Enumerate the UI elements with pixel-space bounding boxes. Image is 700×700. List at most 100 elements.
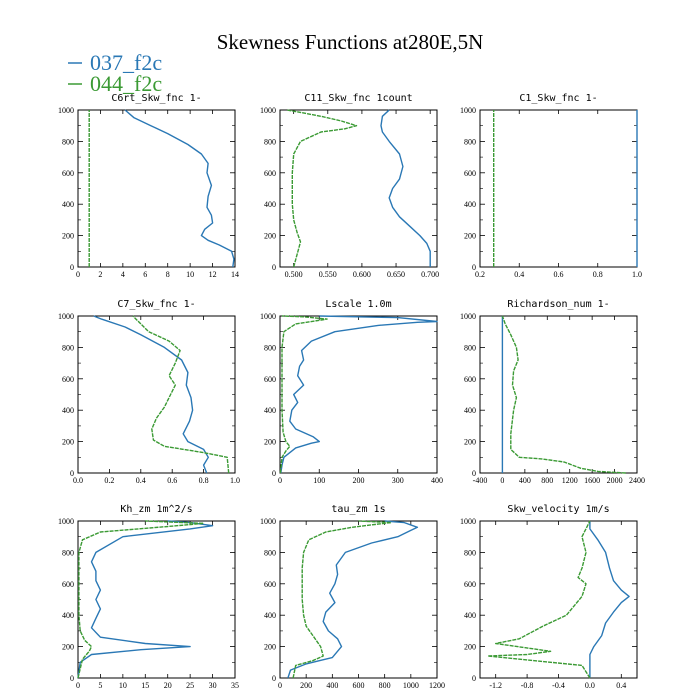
y-tick-label: 800 (62, 343, 74, 352)
y-tick-label: 0 (472, 674, 476, 683)
x-tick-label: 0.4 (616, 681, 626, 690)
series-line-037_f2c (77, 520, 214, 679)
y-tick-label: 600 (264, 169, 276, 178)
plot-frame (479, 520, 638, 679)
y-tick-label: 200 (62, 438, 74, 447)
y-tick-label: 800 (264, 343, 276, 352)
x-tick-label: 0.550 (319, 270, 337, 279)
x-tick-label: 0 (500, 476, 504, 485)
x-tick-label: 0.8 (199, 476, 209, 485)
x-tick-label: 0 (278, 476, 282, 485)
x-tick-label: 0 (278, 681, 282, 690)
series-line-044_f2c (501, 315, 626, 474)
y-tick-label: 400 (464, 406, 476, 415)
y-tick-label: 1000 (58, 312, 74, 321)
x-tick-label: 5 (98, 681, 102, 690)
x-tick-label: 0.0 (585, 681, 595, 690)
panel-title: Richardson_num 1- (507, 299, 609, 310)
x-tick-label: 35 (231, 681, 239, 690)
y-tick-label: 600 (62, 375, 74, 384)
x-tick-label: 2400 (629, 476, 645, 485)
y-tick-label: 600 (464, 375, 476, 384)
x-tick-label: 0.8 (593, 270, 603, 279)
panel-title: C6rt_Skw_fnc 1- (111, 93, 201, 104)
plot-frame (77, 109, 236, 268)
y-tick-label: 400 (62, 611, 74, 620)
y-tick-label: 400 (264, 200, 276, 209)
y-tick-label: 0 (272, 263, 276, 272)
panel-title: Skw_velocity 1m/s (507, 504, 609, 515)
x-tick-label: 2000 (607, 476, 623, 485)
y-tick-label: 200 (464, 438, 476, 447)
plot-frame (279, 109, 438, 268)
x-tick-label: 1.0 (230, 476, 240, 485)
figure-title: Skewness Functions at280E,5N (217, 30, 484, 54)
y-tick-label: 0 (70, 674, 74, 683)
y-tick-label: 1000 (58, 517, 74, 526)
series-line-037_f2c (280, 315, 438, 474)
x-tick-label: 800 (541, 476, 553, 485)
x-tick-label: 0.700 (421, 270, 439, 279)
x-tick-label: 0.4 (514, 270, 524, 279)
y-tick-label: 200 (62, 643, 74, 652)
y-tick-label: 600 (464, 169, 476, 178)
x-tick-label: -0.8 (521, 681, 534, 690)
y-tick-label: 1000 (460, 312, 476, 321)
y-tick-label: 200 (264, 232, 276, 241)
panel-7: Kh_zm 1m^2/s 0 5 10 15 20 25 30 35 0 200 400 600 800 1… (58, 504, 239, 690)
x-tick-label: 12 (209, 270, 217, 279)
y-tick-label: 800 (62, 548, 74, 557)
y-tick-label: 0 (272, 469, 276, 478)
panel-8: tau_zm 1s 0 200 400 600 800 1000 1200 0 200 400 600… (260, 504, 445, 690)
y-tick-label: 800 (62, 137, 74, 146)
y-tick-label: 800 (264, 137, 276, 146)
series-line-044_f2c (132, 315, 230, 474)
panel-6: Richardson_num 1--400 0 400 800 1200 1600 2000… (460, 299, 645, 485)
y-tick-label: 600 (264, 375, 276, 384)
x-tick-label: 600 (353, 681, 365, 690)
x-tick-label: 300 (392, 476, 404, 485)
x-tick-label: 25 (186, 681, 194, 690)
y-tick-label: 600 (264, 580, 276, 589)
y-tick-label: 1000 (260, 312, 276, 321)
series-line-037_f2c (589, 521, 630, 678)
series-line-044_f2c (77, 520, 205, 679)
y-tick-label: 1000 (460, 106, 476, 115)
plot-frame (77, 315, 236, 474)
y-tick-label: 600 (62, 169, 74, 178)
x-tick-label: 1000 (403, 681, 419, 690)
y-tick-label: 400 (62, 200, 74, 209)
x-tick-label: 200 (300, 681, 312, 690)
x-tick-label: 6 (143, 270, 147, 279)
y-tick-label: 0 (472, 469, 476, 478)
panel-title: Lscale 1.0m (325, 299, 391, 310)
panel-5: Lscale 1.0m 0 100 200 300 400 0 200 400 600 800 100… (260, 299, 443, 485)
x-tick-label: 1200 (429, 681, 445, 690)
x-tick-label: 20 (164, 681, 172, 690)
x-tick-label: 10 (186, 270, 194, 279)
y-tick-label: 0 (272, 674, 276, 683)
x-tick-label: 30 (209, 681, 217, 690)
x-tick-label: 0.6 (167, 476, 177, 485)
plot-frame (479, 109, 638, 268)
series-line-037_f2c (287, 520, 419, 679)
y-tick-label: 600 (62, 580, 74, 589)
y-tick-label: 400 (264, 406, 276, 415)
x-tick-label: 0.0 (73, 476, 83, 485)
x-tick-label: 200 (353, 476, 365, 485)
y-tick-label: 200 (464, 232, 476, 241)
panel-title: C1_Skw_fnc 1- (519, 93, 597, 104)
x-tick-label: 0.600 (353, 270, 371, 279)
series-line-037_f2c (93, 315, 209, 474)
x-tick-label: 4 (121, 270, 125, 279)
y-tick-label: 800 (464, 137, 476, 146)
panel-9: Skw_velocity 1m/s -1.2 -0.8 -0.4 0.0 0.4 0 200 4… (460, 504, 638, 690)
series-line-037_f2c (380, 109, 431, 267)
y-tick-label: 400 (264, 611, 276, 620)
panel-3: C1_Skw_fnc 1- 0.2 0.4 0.6 0.8 1.0 0 200 400 600 80… (460, 93, 642, 279)
x-tick-label: 400 (431, 476, 443, 485)
y-tick-label: 800 (464, 343, 476, 352)
x-tick-label: 15 (141, 681, 149, 690)
x-tick-label: 1200 (562, 476, 578, 485)
x-tick-label: -1.2 (489, 681, 502, 690)
